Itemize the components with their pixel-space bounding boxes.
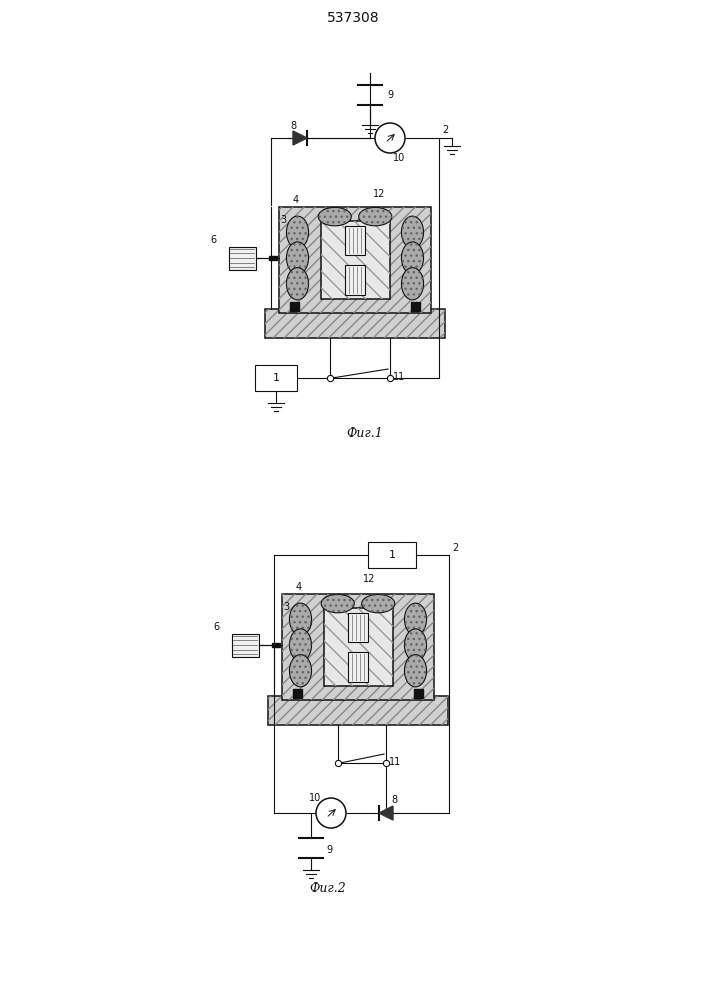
Bar bbox=[231, 634, 259, 656]
Bar bbox=[255, 365, 297, 391]
Text: 11: 11 bbox=[389, 757, 402, 767]
Bar bbox=[228, 246, 256, 269]
Ellipse shape bbox=[286, 268, 308, 300]
Bar bbox=[282, 594, 434, 700]
Text: 8: 8 bbox=[391, 795, 397, 805]
Bar bbox=[414, 689, 423, 698]
Ellipse shape bbox=[321, 594, 354, 613]
Bar bbox=[279, 207, 431, 313]
Text: 11: 11 bbox=[393, 372, 405, 382]
Ellipse shape bbox=[402, 242, 423, 274]
Text: 1: 1 bbox=[389, 550, 395, 560]
Bar bbox=[345, 226, 365, 255]
Bar bbox=[265, 309, 445, 338]
Text: Фиг.1: Фиг.1 bbox=[346, 427, 383, 440]
Bar bbox=[348, 613, 368, 642]
Bar bbox=[320, 221, 390, 299]
Ellipse shape bbox=[289, 603, 312, 635]
Bar bbox=[282, 594, 434, 700]
Text: Фиг.2: Фиг.2 bbox=[310, 882, 346, 895]
Text: 5: 5 bbox=[417, 275, 423, 285]
Text: 12: 12 bbox=[373, 189, 385, 199]
Ellipse shape bbox=[404, 603, 426, 635]
Text: 9: 9 bbox=[387, 90, 393, 100]
Text: 2: 2 bbox=[452, 543, 458, 553]
Bar bbox=[345, 265, 365, 295]
Bar bbox=[348, 652, 368, 682]
Bar bbox=[368, 542, 416, 568]
Text: 13: 13 bbox=[408, 642, 420, 652]
Ellipse shape bbox=[402, 216, 423, 248]
Ellipse shape bbox=[404, 655, 426, 687]
Text: 6: 6 bbox=[214, 622, 220, 632]
Text: 2: 2 bbox=[442, 125, 448, 135]
Text: 10: 10 bbox=[393, 153, 405, 163]
Bar bbox=[279, 207, 431, 313]
Bar bbox=[324, 608, 392, 686]
Ellipse shape bbox=[286, 242, 308, 274]
Circle shape bbox=[375, 123, 405, 153]
Polygon shape bbox=[293, 131, 307, 145]
Ellipse shape bbox=[404, 629, 426, 661]
Text: 4: 4 bbox=[296, 582, 302, 592]
Text: 3: 3 bbox=[283, 602, 289, 612]
Ellipse shape bbox=[289, 655, 312, 687]
Bar bbox=[265, 309, 445, 338]
Text: 1: 1 bbox=[272, 373, 279, 383]
Bar bbox=[290, 302, 299, 311]
Bar bbox=[320, 221, 390, 299]
Ellipse shape bbox=[358, 207, 392, 226]
Text: 7: 7 bbox=[306, 622, 312, 632]
Text: 8: 8 bbox=[290, 121, 296, 131]
Ellipse shape bbox=[289, 629, 312, 661]
Ellipse shape bbox=[318, 207, 351, 226]
Bar bbox=[324, 608, 392, 686]
Ellipse shape bbox=[362, 594, 395, 613]
Bar bbox=[268, 696, 448, 725]
Text: 4: 4 bbox=[293, 195, 299, 205]
Ellipse shape bbox=[402, 268, 423, 300]
Text: 9: 9 bbox=[326, 845, 332, 855]
Ellipse shape bbox=[286, 216, 308, 248]
Bar bbox=[268, 696, 448, 725]
Text: 12: 12 bbox=[363, 574, 375, 584]
Polygon shape bbox=[379, 806, 393, 820]
Bar bbox=[411, 302, 420, 311]
Text: 13: 13 bbox=[410, 245, 422, 255]
Text: 537308: 537308 bbox=[327, 11, 380, 25]
Text: 5: 5 bbox=[420, 665, 426, 675]
Text: 6: 6 bbox=[211, 235, 216, 245]
Text: 10: 10 bbox=[309, 793, 321, 803]
Circle shape bbox=[316, 798, 346, 828]
Bar bbox=[293, 689, 303, 698]
Text: 3: 3 bbox=[280, 215, 286, 225]
